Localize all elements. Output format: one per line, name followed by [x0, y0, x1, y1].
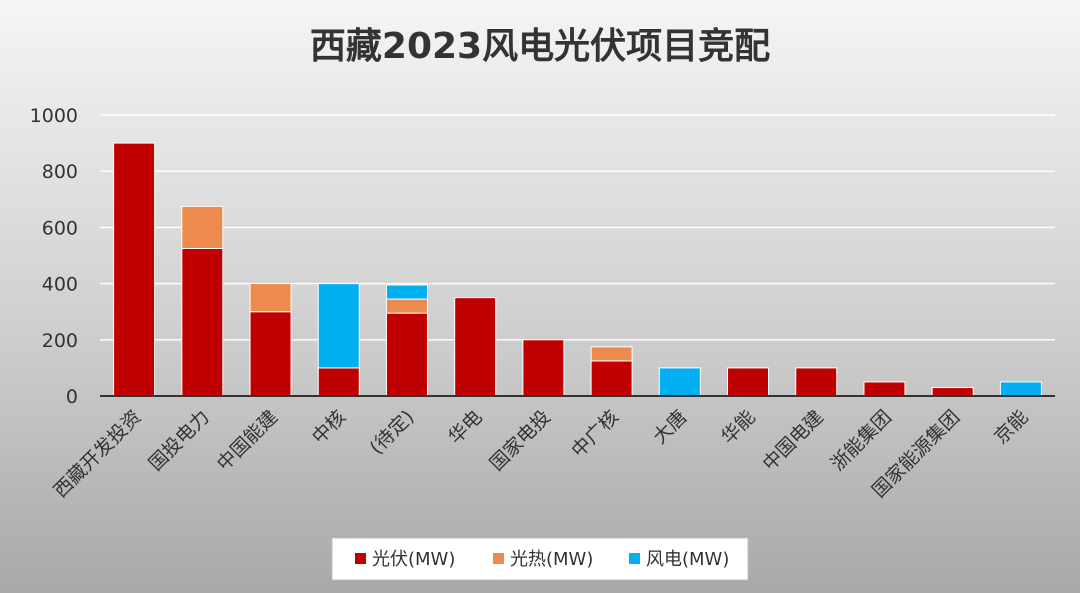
x-tick-label: 中核 [308, 406, 350, 448]
bar-segment [658, 367, 701, 397]
bar-segment [999, 381, 1042, 397]
legend-label: 光热(MW) [510, 549, 593, 570]
bar-segment [931, 387, 974, 397]
bar-segment [181, 205, 224, 249]
bars-layer [113, 142, 1042, 397]
y-tick-label: 200 [42, 330, 78, 352]
x-tick-label: 国家电投 [486, 406, 555, 475]
bar-segment [385, 312, 428, 397]
x-tick-label: 大唐 [649, 406, 691, 448]
grid-layer [100, 114, 1055, 341]
x-tick-label: 中国能建 [213, 406, 282, 475]
bar-segment [249, 283, 292, 313]
bar-segment [795, 367, 838, 397]
y-tick-label: 1000 [30, 105, 78, 127]
legend-box [331, 537, 749, 581]
bar-segment [522, 339, 565, 397]
y-tick-label: 800 [42, 161, 78, 183]
chart-title: 西藏2023风电光伏项目竞配 [310, 26, 770, 67]
legend-swatch [493, 553, 504, 564]
legend: 光伏(MW) 光热(MW) 风电(MW) [331, 537, 749, 581]
legend-swatch [355, 553, 366, 564]
x-tick-label: 中广核 [567, 406, 623, 462]
bar-segment [385, 284, 428, 300]
bar-segment [590, 360, 633, 397]
x-tick-label: 中国电建 [758, 406, 827, 475]
bar-segment [454, 297, 497, 397]
x-tick-label: (待定) [366, 406, 419, 459]
legend-label: 风电(MW) [646, 549, 729, 570]
y-tick-label: 400 [42, 274, 78, 296]
x-tick-label: 西藏开发投资 [49, 406, 145, 502]
bar-segment [385, 298, 428, 314]
bar-segment [727, 367, 770, 397]
bar-segment [249, 311, 292, 397]
legend-label: 光伏(MW) [372, 549, 455, 570]
bar-segment [317, 283, 360, 369]
x-tick-label: 京能 [990, 406, 1032, 448]
x-tick-label: 国投电力 [145, 406, 214, 475]
legend-swatch [629, 553, 640, 564]
bar-segment [590, 346, 633, 362]
bar-segment [181, 247, 224, 397]
y-tick-label: 0 [66, 386, 78, 408]
bar-segment [317, 367, 360, 397]
y-axis-ticks: 0 200 400 600 800 1000 [30, 105, 78, 408]
x-tick-label: 华电 [444, 406, 486, 448]
x-tick-label: 华能 [717, 406, 759, 448]
x-tick-label: 浙能集团 [827, 406, 896, 475]
bar-segment [863, 381, 906, 397]
bar-segment [113, 142, 156, 397]
y-tick-label: 600 [42, 217, 78, 239]
